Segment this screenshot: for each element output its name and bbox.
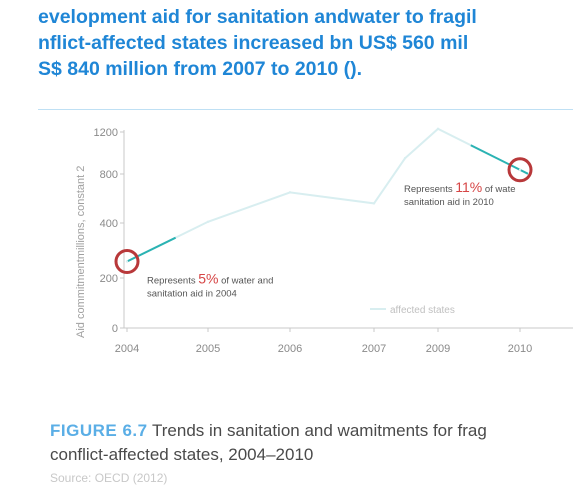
caption-text-1: Trends in sanitation and wamitments for … — [152, 421, 487, 440]
y-tick-label: 200 — [100, 273, 118, 285]
caption-line-1: FIGURE 6.7 Trends in sanitation and wami… — [50, 419, 573, 443]
x-tick-label: 2005 — [196, 343, 220, 355]
x-tick-label: 2006 — [278, 343, 302, 355]
annotation-percent: 5% — [198, 271, 218, 287]
y-tick-label: 1200 — [94, 127, 118, 139]
series-point — [403, 157, 407, 160]
legend-label: affected states — [390, 305, 455, 316]
y-axis-ticks: 0 200 400 800 1200 — [94, 127, 124, 335]
series-line-start — [126, 236, 177, 263]
chart-series — [125, 127, 529, 263]
annotation-prefix: Represents — [404, 184, 455, 195]
series-line-end — [470, 144, 529, 175]
annotation-line-1: Represents 5% of water and — [147, 271, 273, 287]
series-point — [518, 168, 522, 171]
series-line-faded — [126, 127, 521, 263]
source-note: Source: OECD (2012) — [50, 471, 168, 485]
chart-axes — [123, 130, 573, 329]
annotation-suffix: of wate — [482, 184, 515, 195]
headline-line-1: evelopment aid for sanitation andwater t… — [38, 6, 477, 28]
y-tick-label: 800 — [100, 169, 118, 181]
x-tick-label: 2009 — [426, 343, 450, 355]
headline: evelopment aid for sanitation andwater t… — [38, 4, 573, 82]
x-tick-label: 2004 — [115, 343, 139, 355]
annotation-line-1: Represents 11% of wate — [404, 179, 516, 195]
highlight-circle — [507, 157, 533, 183]
chart-annotations: Represents 5% of water and sanitation aid… — [114, 157, 533, 300]
x-tick-label: 2010 — [508, 343, 532, 355]
figure-label: FIGURE 6.7 — [50, 421, 148, 440]
headline-line-3-end: ). — [350, 58, 363, 80]
highlight-circle — [114, 249, 140, 274]
series-point — [206, 220, 210, 223]
annotation-line-2: sanitation aid in 2010 — [404, 197, 494, 208]
series-point — [288, 191, 292, 194]
headline-line-3: S$ 840 million from 2007 to 2010 (). — [38, 56, 573, 82]
y-tick-label: 0 — [112, 323, 118, 335]
figure-caption: FIGURE 6.7 Trends in sanitation and wami… — [50, 419, 573, 467]
y-tick-label: 400 — [100, 218, 118, 230]
annotation-line-2: sanitation aid in 2004 — [147, 289, 237, 300]
headline-line-3-text: S$ 840 million from 2007 to 2010 ( — [38, 58, 351, 80]
section-divider — [38, 109, 573, 110]
x-axis-ticks: 2004 2005 2006 2007 2009 2010 — [115, 328, 532, 355]
series-point — [436, 127, 440, 131]
chart-legend: affected states — [370, 305, 455, 316]
series-point — [125, 260, 129, 263]
annotation-prefix: Represents — [147, 276, 198, 287]
annotation-suffix: of water and — [218, 276, 273, 287]
x-tick-label: 2007 — [362, 343, 386, 355]
caption-line-2: conflict-affected states, 2004–2010 — [50, 445, 314, 464]
headline-line-2: nflict-affected states increased bn US$ … — [38, 32, 469, 54]
annotation-percent: 11% — [455, 179, 482, 195]
series-point — [372, 202, 376, 205]
y-axis-label: Aid commitmentmillions, constant 2 — [75, 166, 87, 338]
